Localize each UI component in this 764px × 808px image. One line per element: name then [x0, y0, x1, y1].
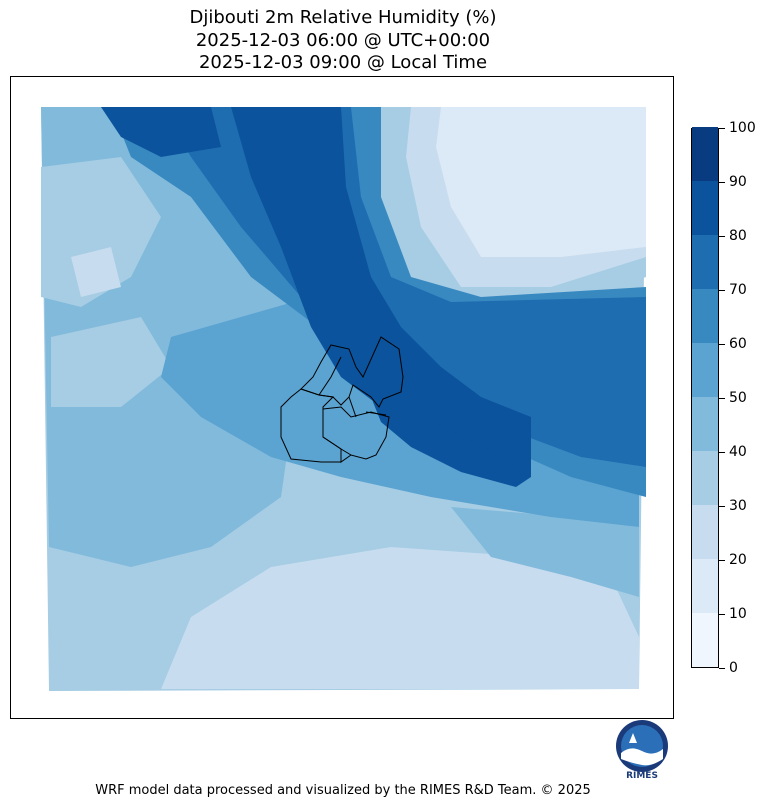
colorbar-tick-label: 70	[729, 282, 747, 298]
colorbar-segment	[692, 235, 718, 289]
rh-band-80-90	[231, 107, 531, 477]
title-line-1: Djibouti 2m Relative Humidity (%)	[189, 7, 497, 28]
colorbar-tick-label: 60	[729, 336, 747, 352]
colorbar-tick	[719, 182, 725, 183]
colorbar-segment	[692, 397, 718, 451]
colorbar-segment	[692, 289, 718, 343]
title-line-2: 2025-12-03 06:00 @ UTC+00:00	[195, 30, 491, 51]
rh-band-80-90-nw	[101, 107, 221, 157]
rh-band-10-20-ne	[436, 107, 646, 257]
colorbar-segment	[692, 343, 718, 397]
colorbar-tick	[719, 236, 725, 237]
humidity-map	[41, 107, 646, 691]
rimes-logo: RIMES	[611, 719, 673, 785]
rh-patch-30-40	[41, 157, 161, 307]
colorbar-tick	[719, 344, 725, 345]
colorbar-tick	[719, 290, 725, 291]
colorbar-tick-label: 10	[729, 606, 747, 622]
colorbar-tick-label: 80	[729, 228, 747, 244]
colorbar-tick-label: 0	[729, 660, 738, 676]
colorbar-tick	[719, 452, 725, 453]
rh-patch-20-30	[71, 247, 121, 297]
colorbar-tick	[719, 128, 725, 129]
map-frame: RIMES	[10, 76, 674, 781]
colorbar-tick	[719, 560, 725, 561]
title-line-3: 2025-12-03 09:00 @ Local Time	[198, 52, 488, 73]
rh-patch-30-40	[51, 317, 171, 407]
colorbar-segment	[692, 181, 718, 235]
colorbar-tick	[719, 506, 725, 507]
colorbar-segment	[692, 505, 718, 559]
colorbar-tick	[719, 668, 725, 669]
colorbar-tick	[719, 398, 725, 399]
rh-band-20-30-south	[161, 547, 639, 689]
colorbar-segment	[692, 559, 718, 613]
colorbar-segment	[692, 451, 718, 505]
colorbar-tick-label: 30	[729, 498, 747, 514]
colorbar-tick-label: 50	[729, 390, 747, 406]
colorbar-tick-label: 20	[729, 552, 747, 568]
colorbar-tick-label: 40	[729, 444, 747, 460]
colorbar-tick-label: 90	[729, 174, 747, 190]
colorbar-segment	[692, 127, 718, 181]
colorbar-segment	[692, 613, 718, 667]
colorbar	[691, 127, 719, 668]
rh-band-30-40-south	[49, 567, 211, 691]
rh-band-80-90-gulf	[371, 397, 531, 487]
djibouti-boundaries	[280, 336, 404, 463]
rh-band-40-50-se	[451, 507, 639, 597]
colorbar-tick	[719, 614, 725, 615]
colorbar-tick-label: 100	[729, 120, 756, 136]
rimes-logo-text: RIMES	[626, 771, 658, 781]
rimes-logo-icon	[616, 720, 668, 772]
footer-credit: WRF model data processed and visualized …	[95, 783, 591, 798]
